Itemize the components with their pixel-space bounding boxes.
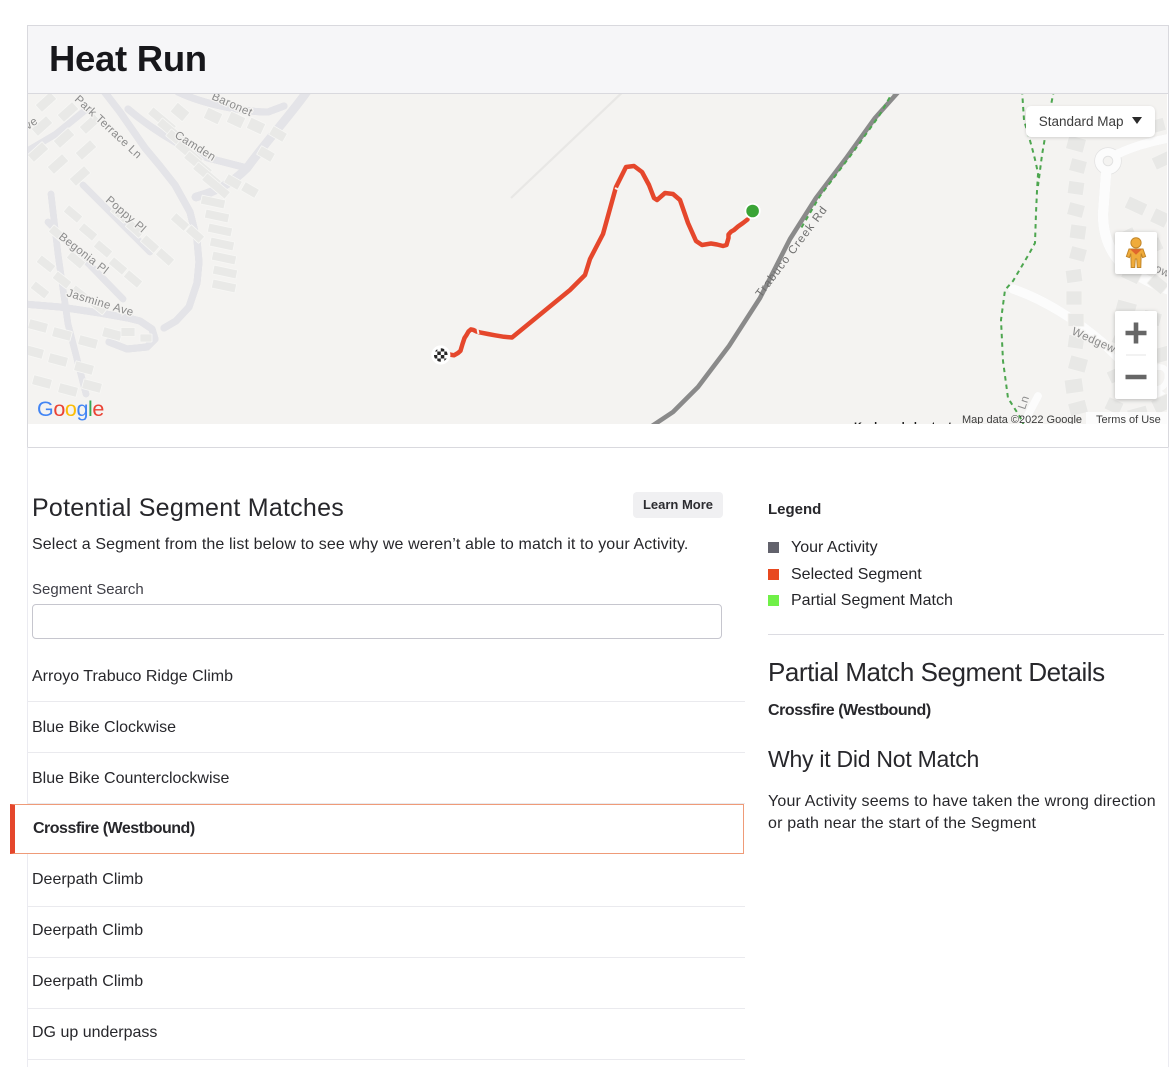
svg-text:Keyboard shortcuts: Keyboard shortcuts (854, 421, 958, 424)
svg-text:Map data ©2022 Google: Map data ©2022 Google (962, 414, 1082, 424)
svg-text:Ln: Ln (1016, 394, 1032, 411)
svg-text:Terms of Use: Terms of Use (1096, 414, 1161, 424)
svg-text:Google: Google (37, 397, 104, 421)
